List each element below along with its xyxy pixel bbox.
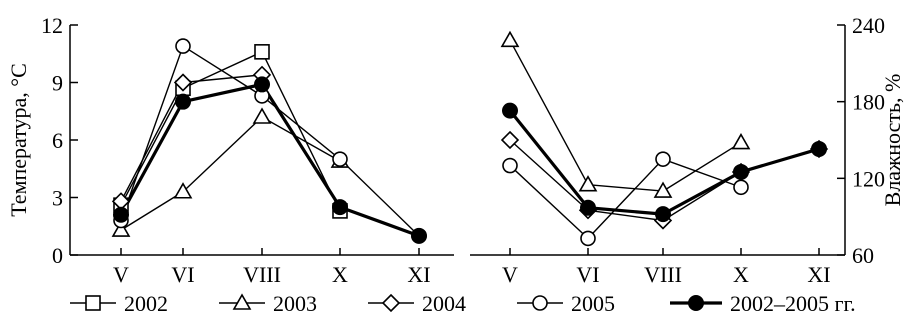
legend-label: 2003	[273, 291, 317, 316]
data-point-triangle	[731, 132, 751, 150]
data-point-circle-open	[733, 179, 749, 196]
data-point-circle-filled	[175, 93, 191, 110]
data-point-circle-open	[332, 151, 348, 167]
series-line-triangle	[120, 116, 341, 231]
x-tick-label: X	[332, 262, 348, 287]
data-point-circle-filled	[254, 76, 270, 93]
y-tick-label: 9	[52, 71, 63, 96]
x-tick-label: X	[733, 262, 749, 287]
data-point-circle-filled	[113, 206, 129, 223]
data-point-diamond	[173, 73, 193, 92]
legend-marker-diamond	[381, 293, 401, 313]
y-tick-label: 240	[852, 13, 885, 38]
legend-label: 2005	[571, 291, 615, 316]
data-point-triangle	[653, 181, 673, 198]
series-line-triangle	[509, 40, 742, 192]
y-axis-title: Температура, °C	[6, 63, 31, 217]
legend-marker-triangle	[232, 293, 252, 310]
x-tick-label: VIII	[243, 262, 281, 287]
legend-label: 2002–2005 гг.	[730, 291, 856, 316]
series-line-square	[120, 51, 341, 212]
legend-marker-circle-filled	[688, 295, 704, 311]
x-tick-label: V	[113, 262, 129, 287]
humidity-chart: 60 120 180 240 V VI VIII X XI Влажность, %	[470, 13, 905, 287]
data-point-triangle	[252, 107, 272, 124]
x-tick-label: VI	[171, 262, 194, 287]
y-tick-label: 120	[852, 166, 885, 191]
y-tick-label: 0	[52, 243, 63, 268]
y-tick-label: 60	[852, 243, 874, 268]
y-tick-label: 6	[52, 128, 63, 153]
y-tick-label: 180	[852, 90, 885, 115]
data-point-triangle	[578, 175, 598, 192]
legend-marker-circle-open	[532, 295, 548, 311]
data-point-triangle	[500, 30, 520, 48]
legend-marker-square	[85, 295, 101, 311]
temperature-chart: 0 3 6 9 12 V VI VIII X XI Температура, °C	[6, 13, 454, 287]
x-tick-label: VI	[576, 262, 599, 287]
data-point-circle-filled	[733, 163, 749, 180]
data-point-circle-open	[502, 157, 518, 174]
data-point-circle-filled	[411, 227, 427, 244]
x-tick-label: XI	[807, 262, 830, 287]
data-point-circle-filled	[655, 206, 671, 223]
legend-label: 2002	[124, 291, 168, 316]
series-line-circle-open	[509, 158, 742, 240]
x-tick-label: XI	[407, 262, 430, 287]
x-tick-label: VIII	[644, 262, 682, 287]
legend: 2002 2003 2004 2005 2002–2005 гг.	[70, 291, 856, 316]
data-point-triangle	[173, 182, 193, 199]
x-tick-label: V	[502, 262, 518, 287]
legend-label: 2004	[422, 291, 466, 316]
data-point-circle-filled	[811, 140, 827, 157]
data-point-square	[254, 44, 270, 60]
series-line-circle-filled	[119, 82, 420, 238]
y-axis-title: Влажность, %	[880, 74, 905, 207]
data-point-circle-open	[655, 151, 671, 167]
data-point-circle-filled	[502, 102, 518, 119]
data-point-triangle	[111, 220, 131, 237]
y-tick-label: 12	[41, 13, 63, 38]
data-point-circle-open	[580, 230, 596, 247]
series-line-diamond	[120, 74, 263, 202]
data-point-diamond	[500, 130, 520, 150]
data-point-circle-open	[175, 38, 191, 54]
data-point-circle-filled	[580, 199, 596, 216]
data-point-circle-filled	[332, 199, 348, 216]
y-tick-label: 3	[52, 186, 63, 211]
